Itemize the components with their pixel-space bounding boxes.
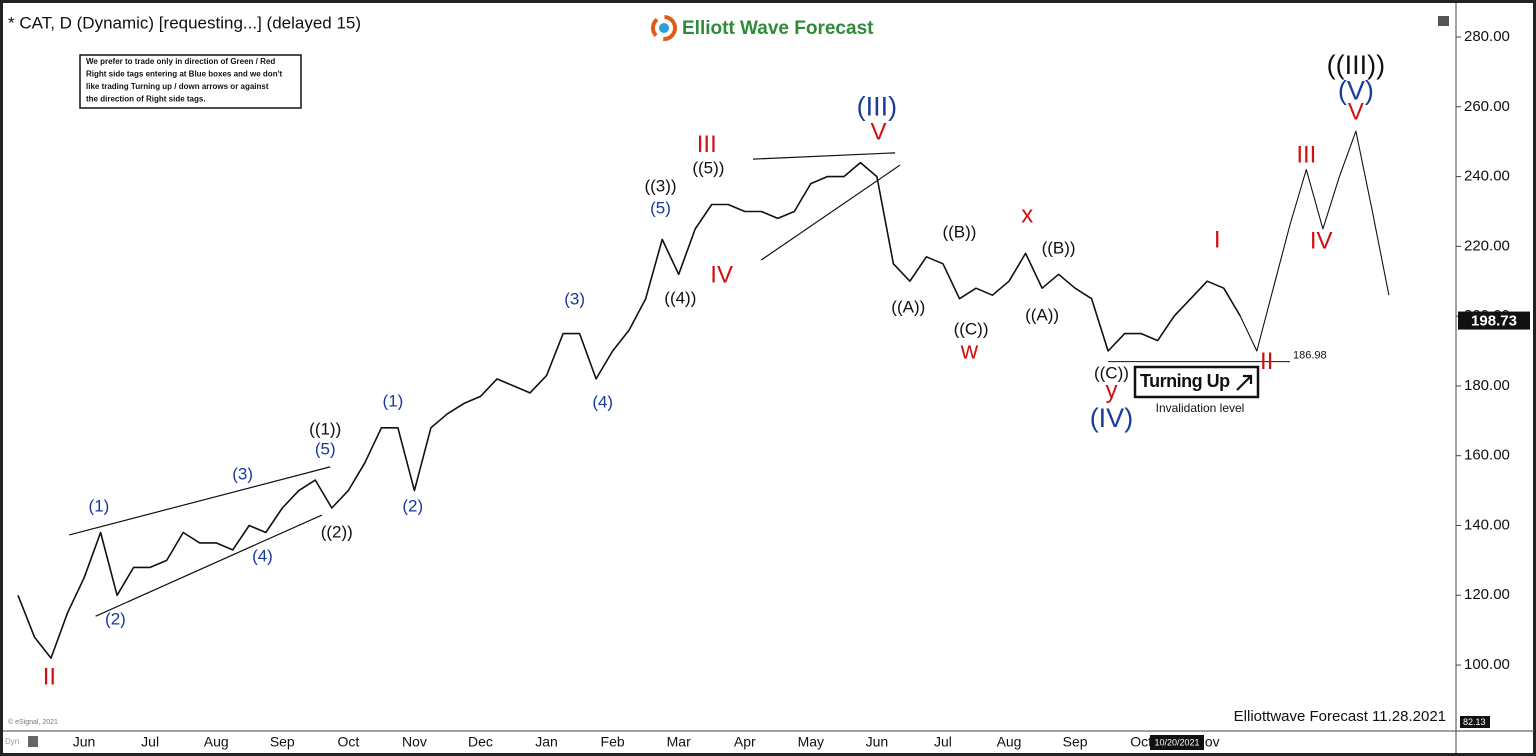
wave-label: II bbox=[1260, 348, 1273, 375]
cursor-date: 10/20/2021 bbox=[1154, 737, 1199, 747]
x-tick-label: Aug bbox=[997, 734, 1022, 750]
wave-label: (5) bbox=[315, 440, 336, 459]
window-icon bbox=[1438, 16, 1449, 26]
wave-label: ((5)) bbox=[692, 158, 724, 177]
wave-label: (IV) bbox=[1090, 403, 1134, 433]
x-tick-label: Oct bbox=[1130, 734, 1152, 750]
wave-label: III bbox=[1296, 141, 1316, 168]
note-box bbox=[79, 54, 302, 109]
wave-label: IV bbox=[710, 261, 733, 288]
wave-label: (1) bbox=[383, 391, 404, 410]
footer: Elliottwave Forecast 11.28.2021 bbox=[1234, 708, 1446, 725]
wave-label: IV bbox=[1310, 228, 1333, 255]
signal-arrow bbox=[1236, 374, 1253, 391]
note-line: We prefer to trade only in direction of … bbox=[86, 57, 275, 66]
wave-label: ((2)) bbox=[321, 523, 353, 542]
x-tick-label: Mar bbox=[667, 734, 691, 750]
x-tick-label: Jun bbox=[73, 734, 96, 750]
note-line: Right side tags entering at Blue boxes a… bbox=[86, 70, 282, 79]
price-line bbox=[17, 161, 1241, 659]
wave-label: (3) bbox=[564, 290, 585, 309]
wave-label: ((A)) bbox=[891, 298, 925, 317]
wave-label: (III) bbox=[857, 91, 898, 121]
x-tick-label: Apr bbox=[734, 734, 756, 750]
wave-label: (5) bbox=[650, 199, 671, 218]
wave-label: w bbox=[960, 337, 979, 364]
wave-label: III bbox=[697, 131, 717, 158]
corner-label: Dyn bbox=[5, 737, 19, 746]
wave-label: (1) bbox=[89, 496, 110, 515]
y-tick-label: 140.00 bbox=[1464, 516, 1510, 533]
cursor-date-box bbox=[1150, 735, 1204, 750]
wave-label: (4) bbox=[592, 393, 613, 412]
range-label-box bbox=[1460, 716, 1490, 728]
y-tick-label: 180.00 bbox=[1464, 377, 1510, 394]
x-tick-label: May bbox=[798, 734, 824, 750]
wave-label: (V) bbox=[1338, 75, 1374, 105]
logo-icon bbox=[659, 23, 669, 33]
y-tick-label: 100.00 bbox=[1464, 656, 1510, 673]
wave-label: ((4)) bbox=[664, 289, 696, 308]
note: We prefer to trade only in direction of … bbox=[86, 57, 282, 104]
x-tick-label: Jul bbox=[934, 734, 952, 750]
invalidation-value: 186.98 bbox=[1293, 349, 1327, 361]
y-tick-label: 120.00 bbox=[1464, 586, 1510, 603]
wave-label: ((B)) bbox=[1042, 239, 1076, 258]
wave-label: (4) bbox=[252, 546, 273, 565]
wave-label: ((1)) bbox=[309, 419, 341, 438]
y-tick-label: 220.00 bbox=[1464, 237, 1510, 254]
y-tick-label: 280.00 bbox=[1464, 28, 1510, 45]
scroll-icon bbox=[28, 736, 38, 747]
wave-label: ((III)) bbox=[1327, 50, 1385, 80]
wave-label: V bbox=[871, 118, 887, 145]
x-tick-label: Sep bbox=[270, 734, 295, 750]
signal-box bbox=[1133, 365, 1260, 399]
wave-label: ((C)) bbox=[1094, 364, 1129, 383]
last-price: 198.73 bbox=[1471, 313, 1517, 330]
chart-title: * CAT, D (Dynamic) [requesting...] (dela… bbox=[8, 13, 361, 32]
wave-label: I bbox=[1214, 226, 1221, 253]
wave-label: II bbox=[43, 663, 56, 690]
signal-text: Turning Up bbox=[1140, 371, 1230, 391]
x-tick-label: Nov bbox=[402, 734, 427, 750]
x-tick-label: Jul bbox=[141, 734, 159, 750]
y-tick-label: 160.00 bbox=[1464, 447, 1510, 464]
note-line: like trading Turning up / down arrows or… bbox=[86, 82, 269, 91]
x-tick-label: Dec bbox=[468, 734, 493, 750]
x-tick-label: Feb bbox=[601, 734, 625, 750]
trend-line bbox=[95, 514, 323, 617]
wave-label: x bbox=[1021, 201, 1033, 228]
y-tick-label: 240.00 bbox=[1464, 168, 1510, 185]
wave-label: V bbox=[1348, 98, 1364, 125]
price-line bbox=[1239, 130, 1390, 352]
logo: Elliott Wave Forecast bbox=[651, 15, 874, 41]
note-line: the direction of Right side tags. bbox=[86, 95, 206, 104]
x-tick-label: Oct bbox=[337, 734, 359, 750]
last-price-box bbox=[1458, 311, 1530, 330]
trend-line bbox=[752, 152, 896, 160]
copyright: © eSignal, 2021 bbox=[8, 718, 58, 726]
wave-label: y bbox=[1105, 377, 1117, 404]
logo-text: Elliott Wave Forecast bbox=[682, 18, 874, 39]
x-tick-label: Sep bbox=[1063, 734, 1088, 750]
x-tick-label: Jun bbox=[866, 734, 889, 750]
x-tick-label: Jan bbox=[535, 734, 558, 750]
range-label: 82.13 bbox=[1463, 717, 1486, 727]
wave-label: (3) bbox=[232, 464, 253, 483]
y-tick-label: 260.00 bbox=[1464, 98, 1510, 115]
wave-label: ((B)) bbox=[942, 223, 976, 242]
wave-label: ((C)) bbox=[954, 320, 989, 339]
wave-label: ((A)) bbox=[1025, 306, 1059, 325]
logo-icon bbox=[651, 15, 677, 41]
wave-label: ((3)) bbox=[644, 177, 676, 196]
trend-line bbox=[69, 466, 331, 536]
wave-label: (2) bbox=[402, 496, 423, 515]
wave-label: (2) bbox=[105, 610, 126, 629]
x-tick-label: Aug bbox=[204, 734, 229, 750]
invalidation-label: Invalidation level bbox=[1156, 401, 1245, 415]
